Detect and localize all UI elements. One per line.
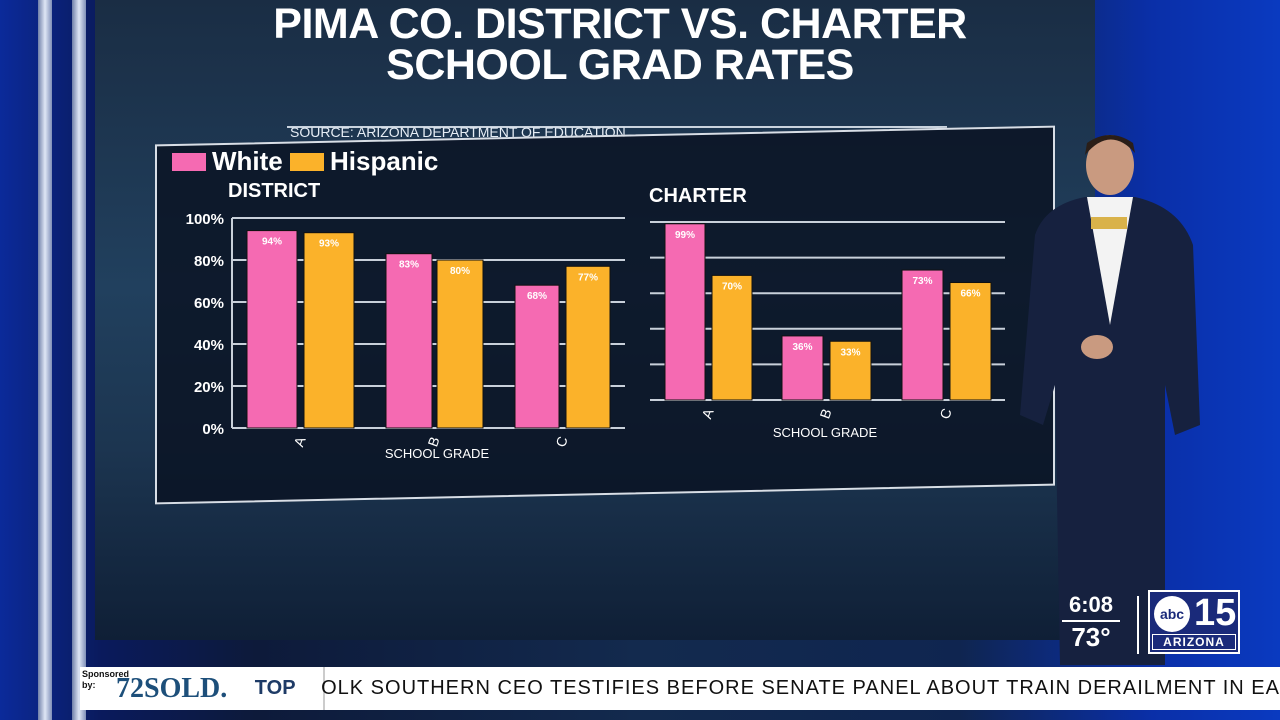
y-tick-label: 80% — [194, 253, 224, 270]
legend-swatch — [172, 152, 206, 171]
news-ticker: Sponsored by: 72SOLD. TOP STORIES OLK SO… — [80, 667, 1280, 710]
legend-white: White — [172, 146, 283, 177]
presenter — [1020, 135, 1200, 665]
bar-white — [664, 223, 706, 401]
data-label: 83% — [399, 260, 419, 271]
x-axis-label: SCHOOL GRADE — [773, 425, 878, 440]
bar-white — [385, 253, 433, 429]
data-label: 73% — [912, 276, 932, 287]
x-tick-label: B — [816, 407, 834, 421]
chart-title: PIMA CO. DISTRICT VS. CHARTER SCHOOL GRA… — [273, 0, 967, 89]
data-label: 70% — [722, 281, 742, 292]
data-label: 66% — [960, 289, 980, 300]
data-label: 94% — [262, 237, 282, 248]
abc-logo: abc — [1154, 596, 1190, 632]
y-tick-label: 60% — [194, 295, 224, 312]
legend-label: White — [212, 146, 283, 176]
headline-crawl: OLK SOUTHERN CEO TESTIFIES BEFORE SENATE… — [321, 677, 1280, 699]
data-label: 36% — [792, 342, 812, 353]
legend-hispanic: Hispanic — [290, 146, 438, 177]
station-logo: abc 15 ARIZONA — [1148, 590, 1240, 654]
region-label: ARIZONA — [1152, 634, 1236, 650]
x-tick-label: C — [552, 434, 570, 449]
legend-swatch — [290, 152, 324, 171]
sponsor-logo: 72SOLD. — [116, 672, 228, 704]
legend-label: Hispanic — [330, 146, 439, 176]
data-label: 80% — [450, 266, 470, 277]
bar-white — [246, 230, 298, 429]
data-label: 93% — [319, 239, 339, 250]
bar-white — [901, 269, 944, 401]
bar-hispanic — [711, 274, 753, 401]
district-subtitle: DISTRICT — [228, 180, 321, 202]
x-axis-label: SCHOOL GRADE — [385, 446, 490, 461]
bar-hispanic — [303, 232, 355, 429]
bar-hispanic — [565, 265, 611, 429]
bar-hispanic — [949, 282, 992, 401]
divider — [1137, 596, 1139, 654]
y-tick-label: 20% — [194, 379, 224, 396]
y-tick-label: 100% — [186, 211, 224, 228]
bar-white — [514, 284, 560, 429]
sponsored-label: Sponsored by: — [82, 669, 130, 690]
x-tick-label: A — [290, 434, 308, 449]
data-label: 68% — [527, 291, 547, 302]
bar-white — [781, 335, 824, 401]
y-tick-label: 40% — [194, 337, 224, 354]
channel-number: 15 — [1194, 592, 1237, 634]
time: 6:08 — [1062, 592, 1120, 622]
charter-subtitle: CHARTER — [649, 185, 747, 207]
time-temp: 6:08 73° — [1062, 592, 1120, 653]
x-tick-label: C — [936, 406, 954, 421]
data-label: 77% — [578, 272, 598, 283]
data-label: 33% — [840, 347, 860, 358]
title-underline — [287, 126, 947, 128]
x-tick-label: A — [698, 406, 716, 421]
y-tick-label: 0% — [202, 421, 224, 438]
studio-pillar — [72, 0, 86, 720]
data-label: 99% — [675, 230, 695, 241]
studio-pillar — [38, 0, 52, 720]
bar-hispanic — [436, 259, 484, 429]
bar-hispanic — [829, 340, 872, 401]
temperature: 73° — [1071, 622, 1111, 652]
section-label: TOP STORIES — [227, 667, 326, 710]
